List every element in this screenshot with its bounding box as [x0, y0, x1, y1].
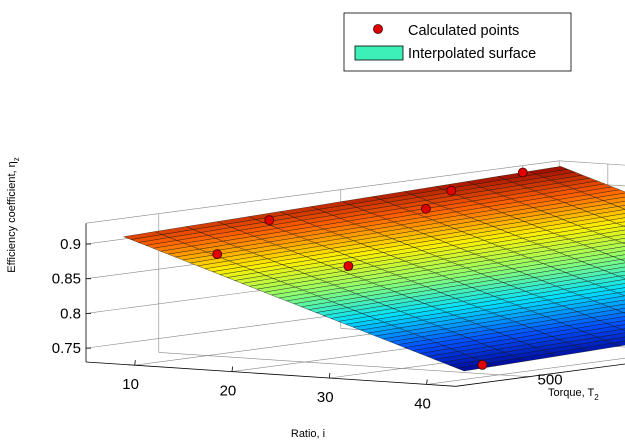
surface-cell — [620, 258, 625, 262]
x-tick-mark — [328, 372, 331, 379]
x-axis-label: Ratio, i — [291, 428, 325, 440]
surface-cell — [606, 320, 625, 327]
surface-cell — [585, 292, 625, 302]
calculated-point — [343, 261, 354, 271]
legend-point-marker — [373, 24, 383, 34]
x-tick-label: 20 — [220, 383, 237, 400]
x-tick-label: 10 — [122, 376, 139, 393]
surface-cell — [596, 262, 625, 271]
surface-cell — [597, 332, 625, 341]
surface-cell — [612, 254, 625, 260]
calculated-point — [264, 215, 275, 226]
y-axis-label-subscript: 2 — [594, 393, 599, 402]
surface-cell — [594, 279, 625, 288]
tick-labels: 10203040500100015000.750.80.850.9 — [52, 236, 563, 412]
surface-cell — [613, 324, 625, 330]
legend: Calculated points Interpolated surface — [343, 12, 572, 72]
legend-box — [343, 12, 572, 72]
calculated-points — [212, 167, 528, 370]
surface-cell — [615, 307, 625, 313]
surface-cell — [587, 189, 625, 198]
y-axis-line — [455, 363, 625, 387]
y-axis-label: Torque, T2 — [548, 387, 599, 402]
surface-cell — [599, 229, 625, 238]
y-tick-label: 500 — [538, 372, 563, 389]
surface-cell — [597, 246, 625, 254]
surface-cell — [589, 329, 625, 338]
x-tick-mark — [426, 379, 428, 385]
box-edge — [559, 160, 625, 166]
surface-cell — [621, 328, 625, 331]
surface-cell — [587, 276, 625, 285]
surface-cell — [615, 221, 625, 227]
surface-cell — [614, 238, 625, 243]
surface-cell — [621, 242, 625, 245]
surface-cell — [605, 250, 625, 257]
z-axis-label: Efficiency coefficient, ηz — [6, 157, 21, 273]
surface-cell — [607, 303, 625, 310]
surface-cell — [595, 192, 625, 201]
surface-cell — [608, 217, 625, 224]
grid-line-y-floor — [158, 352, 529, 378]
y-tick-mark — [523, 376, 529, 378]
surface-cell — [604, 336, 625, 344]
x-axis-line — [85, 361, 456, 387]
surface-cell — [611, 271, 625, 277]
surface-cell — [606, 233, 625, 241]
box-edge — [85, 160, 560, 224]
y-axis-label-main: Torque, T — [548, 387, 595, 399]
surface-cell — [616, 291, 625, 296]
interpolated-surface — [123, 166, 625, 372]
calculated-point — [212, 249, 223, 260]
surface-cell — [591, 312, 625, 321]
surface-cell — [590, 242, 625, 251]
calculated-point — [517, 167, 528, 178]
grid-line-x-floor — [426, 357, 625, 385]
x-tick-mark — [134, 360, 136, 366]
surface-cell — [598, 316, 625, 324]
surface-cell — [603, 266, 625, 274]
legend-label-points: Calculated points — [408, 23, 519, 39]
surface-cell — [610, 201, 625, 207]
calculated-point — [446, 185, 457, 196]
surface-cell — [588, 259, 625, 268]
surface-cell — [617, 205, 625, 210]
grid-line-z-side — [559, 181, 625, 187]
surface-cell — [609, 287, 625, 294]
z-tick-label: 0.8 — [60, 305, 81, 322]
z-tick-label: 0.9 — [60, 236, 81, 253]
x-tick-mark — [231, 366, 234, 372]
surface-cell — [592, 225, 625, 235]
surface-cell — [593, 295, 625, 304]
z-tick-label: 0.75 — [52, 340, 81, 357]
z-axis-label-subscript: z — [12, 157, 21, 161]
legend-surface-swatch — [354, 45, 404, 61]
x-tick-label: 40 — [414, 395, 431, 412]
surface-cell — [586, 206, 625, 215]
x-tick-label: 30 — [317, 389, 334, 406]
calculated-point — [420, 203, 431, 214]
legend-label-surface: Interpolated surface — [408, 46, 536, 62]
z-axis-label-main: Efficiency coefficient, η — [6, 161, 18, 273]
surface-cell — [593, 209, 625, 218]
surface-cell — [618, 275, 625, 279]
calculated-point — [477, 359, 488, 370]
z-tick-label: 0.85 — [52, 271, 81, 288]
surface-cell — [612, 340, 625, 347]
